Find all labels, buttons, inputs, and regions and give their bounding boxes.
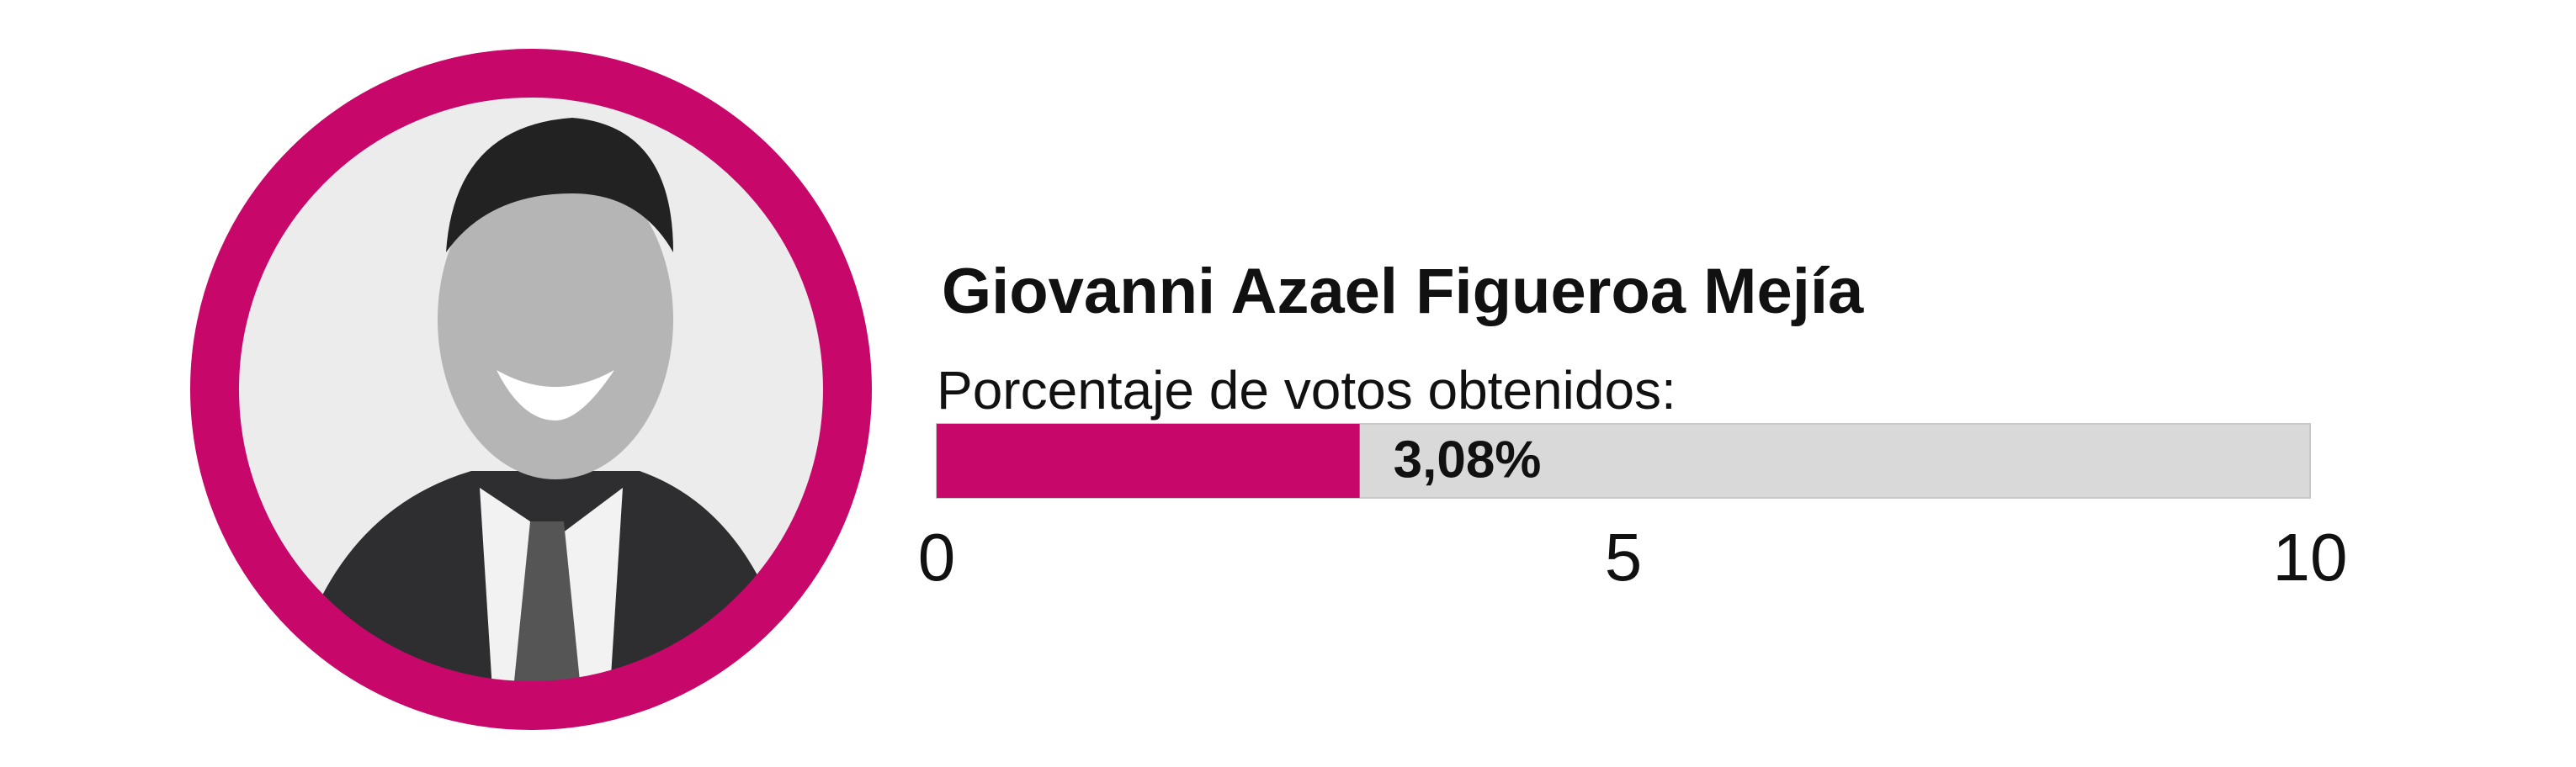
x-tick-label: 10 xyxy=(2273,520,2348,595)
bar xyxy=(937,424,1360,498)
value-label: 3,08% xyxy=(1394,431,1542,489)
candidate-name: Giovanni Azael Figueroa Mejía xyxy=(942,256,1864,327)
plot: 0 5 10 3,08% xyxy=(918,424,2348,595)
candidate-photo xyxy=(190,49,872,730)
subtitle: Porcentaje de votos obtenidos: xyxy=(937,360,1676,421)
x-tick-label: 0 xyxy=(918,520,956,595)
x-tick-label: 5 xyxy=(1605,520,1643,595)
